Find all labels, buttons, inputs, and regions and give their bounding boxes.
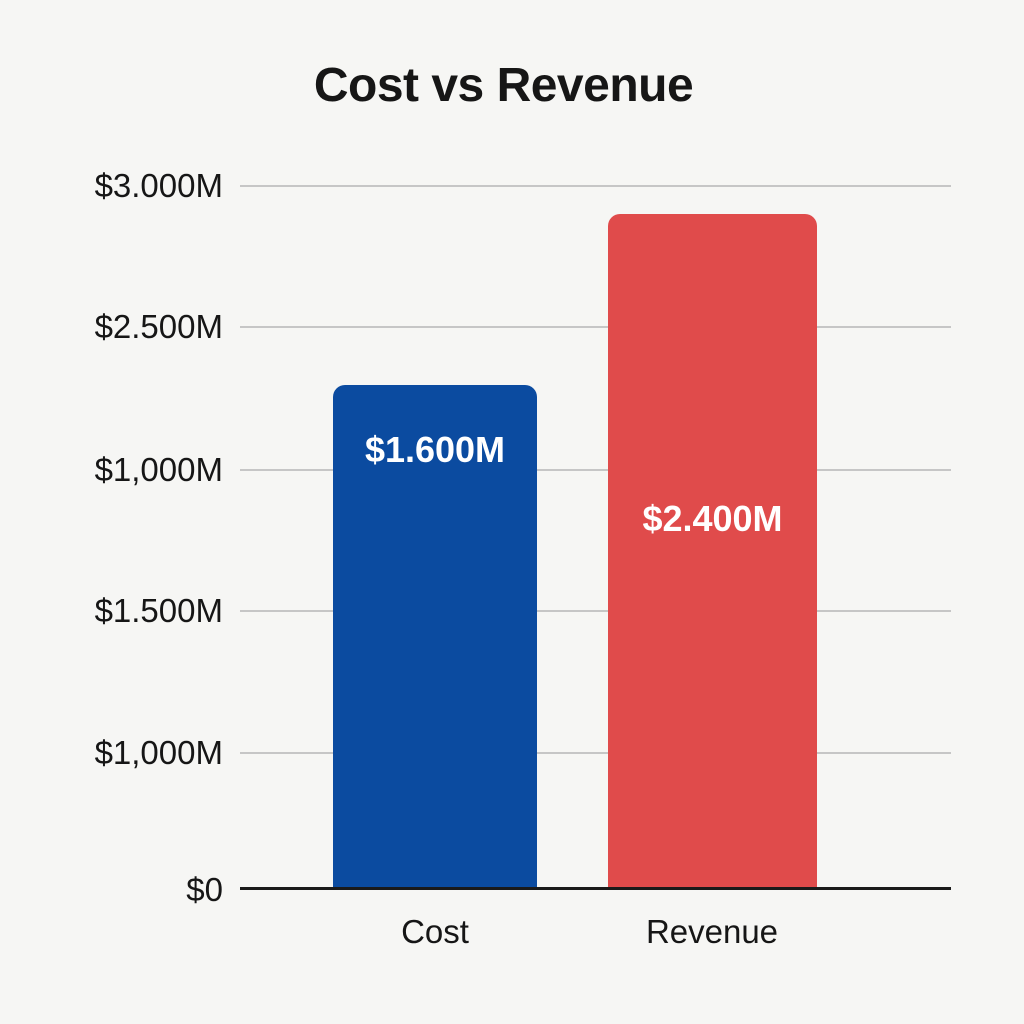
- gridline: [240, 752, 951, 754]
- bar-cost: $1.600M: [333, 385, 537, 888]
- gridline: [240, 185, 951, 187]
- x-axis-label-revenue: Revenue: [645, 913, 779, 950]
- bar-value-label-revenue: $2.400M: [642, 498, 783, 539]
- x-axis-line: [240, 887, 951, 890]
- gridline: [240, 326, 951, 328]
- chart-title: Cost vs Revenue: [313, 59, 694, 112]
- bar-value-label-cost: $1.600M: [364, 429, 506, 470]
- bar-revenue: $2.400M: [608, 214, 817, 888]
- gridline: [240, 469, 951, 471]
- y-axis-tick-label: $2.500M: [94, 308, 223, 345]
- x-axis-label-cost: Cost: [401, 913, 469, 950]
- gridline: [240, 610, 951, 612]
- y-axis-tick-label: $1.500M: [94, 592, 223, 629]
- y-axis-tick-label: $1,000M: [94, 734, 223, 771]
- y-axis-tick-label: $0: [186, 871, 223, 908]
- y-axis-tick-label: $1,000M: [94, 451, 223, 488]
- y-axis-tick-label: $3.000M: [94, 167, 223, 204]
